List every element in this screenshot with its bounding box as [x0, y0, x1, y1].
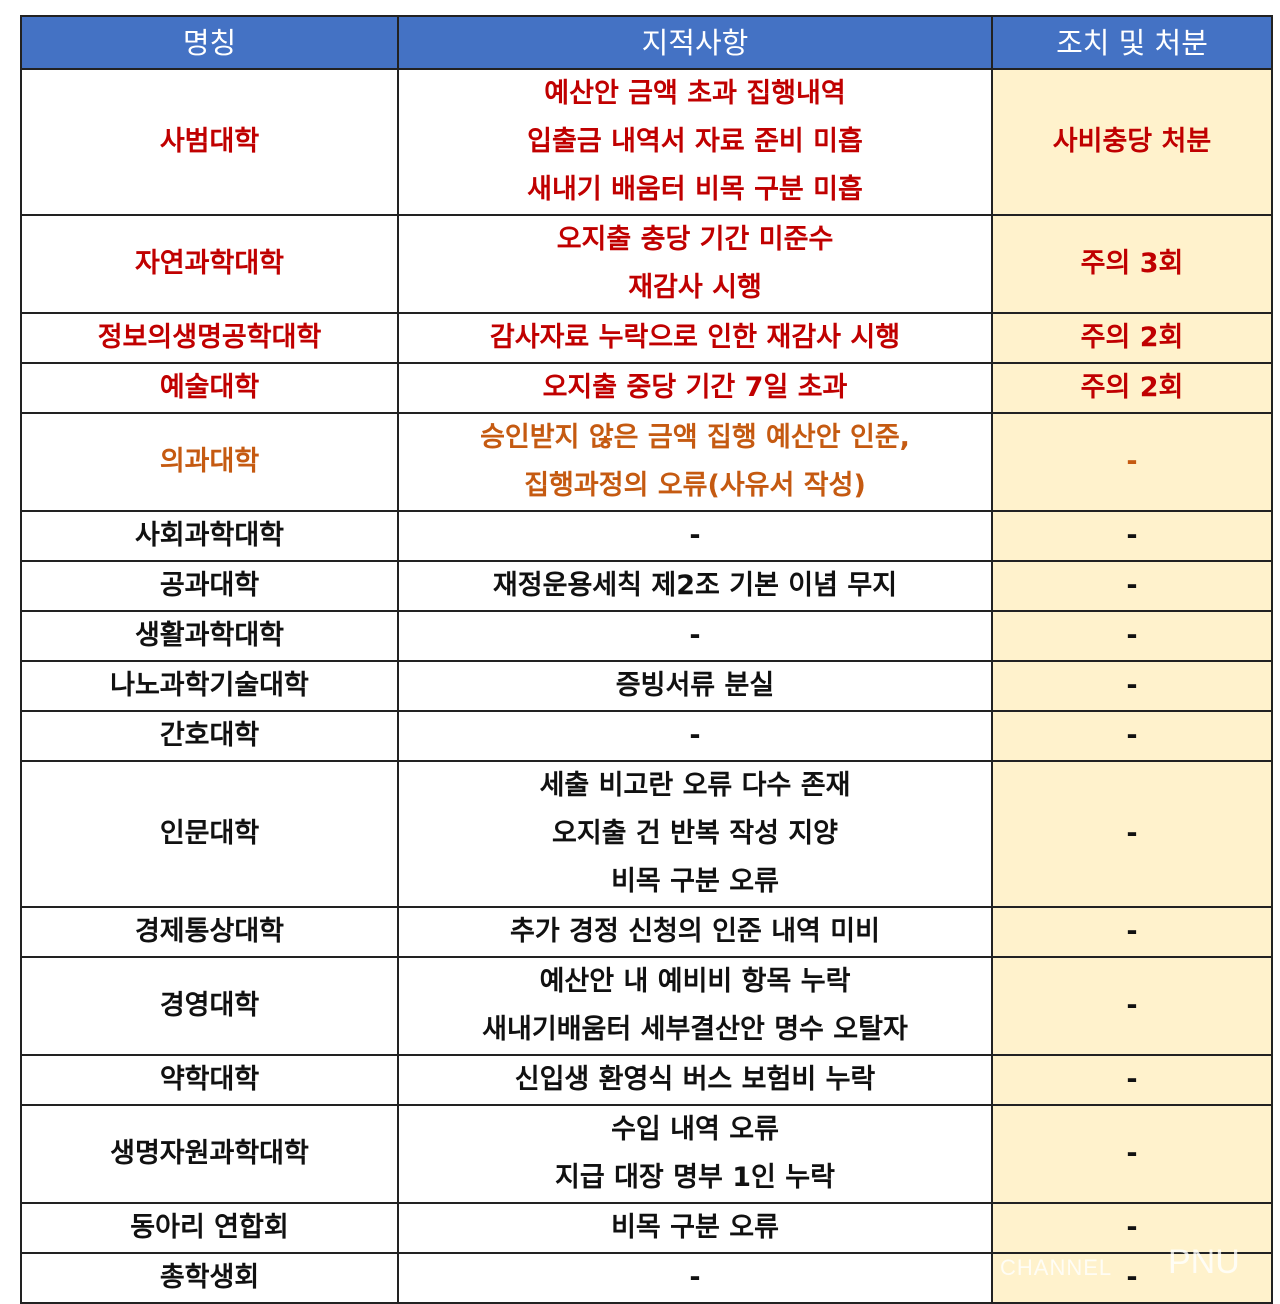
- issue-line: 지급 대장 명부 1인 누락: [555, 1162, 835, 1193]
- issue-line: 오지출 충당 기간 미준수: [556, 224, 834, 255]
- row-name: 약학대학: [20, 1054, 399, 1106]
- table-row: 공과대학 재정운용세칙 제2조 기본 이념 무지 -: [20, 560, 1273, 612]
- issue-line: -: [689, 720, 701, 751]
- row-name: 사범대학: [20, 68, 399, 216]
- issue-line: 새내기배움터 세부결산안 명수 오탈자: [482, 1014, 908, 1045]
- table-row: 간호대학 - -: [20, 710, 1273, 762]
- row-issues: -: [397, 710, 993, 762]
- issue-line: 비목 구분 오류: [611, 1212, 779, 1243]
- row-issues: 승인받지 않은 금액 집행 예산안 인준, 집행과정의 오류(사유서 작성): [397, 412, 993, 512]
- row-name: 나노과학기술대학: [20, 660, 399, 712]
- row-issues: 증빙서류 분실: [397, 660, 993, 712]
- table-row: 사범대학 예산안 금액 초과 집행내역 입출금 내역서 자료 준비 미흡 새내기 배움…: [20, 68, 1273, 216]
- row-name: 생활과학대학: [20, 610, 399, 662]
- row-action: -: [991, 560, 1273, 612]
- row-issues: 오지출 중당 기간 7일 초과: [397, 362, 993, 414]
- issue-line: 예산안 금액 초과 집행내역: [544, 78, 846, 109]
- table-row: 의과대학 승인받지 않은 금액 집행 예산안 인준, 집행과정의 오류(사유서 작성…: [20, 412, 1273, 512]
- issue-line: 수입 내역 오류: [611, 1114, 779, 1145]
- table-row: 사회과학대학 - -: [20, 510, 1273, 562]
- row-action: -: [991, 760, 1273, 908]
- row-action: 주의 3회: [991, 214, 1273, 314]
- row-action: 주의 2회: [991, 362, 1273, 414]
- issue-line: 비목 구분 오류: [611, 866, 779, 897]
- table-row: 경영대학 예산안 내 예비비 항목 누락 새내기배움터 세부결산안 명수 오탈자 -: [20, 956, 1273, 1056]
- issue-line: 오지출 중당 기간 7일 초과: [542, 372, 848, 403]
- table-row: 경제통상대학 추가 경정 신청의 인준 내역 미비 -: [20, 906, 1273, 958]
- issue-line: 감사자료 누락으로 인한 재감사 시행: [489, 322, 901, 353]
- row-name: 경영대학: [20, 956, 399, 1056]
- row-action: 주의 2회: [991, 312, 1273, 364]
- row-name: 간호대학: [20, 710, 399, 762]
- row-issues: 비목 구분 오류: [397, 1202, 993, 1254]
- row-name: 경제통상대학: [20, 906, 399, 958]
- table-row: 인문대학 세출 비고란 오류 다수 존재 오지출 건 반복 작성 지양 비목 구분 오…: [20, 760, 1273, 908]
- table-row: 약학대학 신입생 환영식 버스 보험비 누락 -: [20, 1054, 1273, 1106]
- row-name: 공과대학: [20, 560, 399, 612]
- table-row: 생명자원과학대학 수입 내역 오류 지급 대장 명부 1인 누락 -: [20, 1104, 1273, 1204]
- row-action: -: [991, 956, 1273, 1056]
- issue-line: 집행과정의 오류(사유서 작성): [524, 470, 866, 501]
- row-action: -: [991, 510, 1273, 562]
- table-row: 예술대학 오지출 중당 기간 7일 초과 주의 2회: [20, 362, 1273, 414]
- issue-line: 증빙서류 분실: [615, 670, 775, 701]
- row-issues: -: [397, 510, 993, 562]
- row-action: 사비충당 처분: [991, 68, 1273, 216]
- row-name: 동아리 연합회: [20, 1202, 399, 1254]
- issue-line: 세출 비고란 오류 다수 존재: [539, 770, 851, 801]
- row-issues: 추가 경정 신청의 인준 내역 미비: [397, 906, 993, 958]
- table-row: 나노과학기술대학 증빙서류 분실 -: [20, 660, 1273, 712]
- row-name: 자연과학대학: [20, 214, 399, 314]
- issue-line: -: [689, 1262, 701, 1293]
- table-row: 생활과학대학 - -: [20, 610, 1273, 662]
- issue-line: -: [689, 620, 701, 651]
- row-name: 정보의생명공학대학: [20, 312, 399, 364]
- row-name: 인문대학: [20, 760, 399, 908]
- row-name: 예술대학: [20, 362, 399, 414]
- row-action: -: [991, 1104, 1273, 1204]
- table-row: 정보의생명공학대학 감사자료 누락으로 인한 재감사 시행 주의 2회: [20, 312, 1273, 364]
- row-name: 의과대학: [20, 412, 399, 512]
- row-issues: 감사자료 누락으로 인한 재감사 시행: [397, 312, 993, 364]
- row-action: -: [991, 610, 1273, 662]
- table-row: 자연과학대학 오지출 충당 기간 미준수 재감사 시행 주의 3회: [20, 214, 1273, 314]
- issue-line: -: [689, 520, 701, 551]
- watermark-logo-prefix: CHANNEL: [1000, 1255, 1113, 1280]
- audit-results-table: 명칭 지적사항 조치 및 처분 사범대학 예산안 금액 초과 집행내역 입출금 내역…: [20, 15, 1273, 1304]
- row-action: -: [991, 1202, 1273, 1254]
- issue-line: 재감사 시행: [628, 272, 762, 303]
- issue-line: 예산안 내 예비비 항목 누락: [539, 966, 851, 997]
- issue-line: 신입생 환영식 버스 보험비 누락: [514, 1064, 876, 1095]
- header-action: 조치 및 처분: [991, 15, 1273, 70]
- row-action: -: [991, 412, 1273, 512]
- header-issues: 지적사항: [397, 15, 993, 70]
- table-row: 동아리 연합회 비목 구분 오류 -: [20, 1202, 1273, 1254]
- row-action: -: [991, 710, 1273, 762]
- row-name: 사회과학대학: [20, 510, 399, 562]
- row-issues: 재정운용세칙 제2조 기본 이념 무지: [397, 560, 993, 612]
- issue-line: 오지출 건 반복 작성 지양: [552, 818, 838, 849]
- row-action: -: [991, 1054, 1273, 1106]
- issue-line: 승인받지 않은 금액 집행 예산안 인준,: [480, 422, 910, 453]
- issue-line: 입출금 내역서 자료 준비 미흡: [527, 126, 863, 157]
- header-name: 명칭: [20, 15, 399, 70]
- issue-line: 새내기 배움터 비목 구분 미흡: [527, 174, 863, 205]
- row-issues: 신입생 환영식 버스 보험비 누락: [397, 1054, 993, 1106]
- issue-line: 추가 경정 신청의 인준 내역 미비: [510, 916, 880, 947]
- row-action: -: [991, 906, 1273, 958]
- row-issues: -: [397, 1252, 993, 1304]
- row-action: -: [991, 660, 1273, 712]
- header-row: 명칭 지적사항 조치 및 처분: [20, 15, 1273, 70]
- row-name: 총학생회: [20, 1252, 399, 1304]
- watermark-logo-brand: PNU: [1168, 1243, 1240, 1281]
- issue-line: 재정운용세칙 제2조 기본 이념 무지: [492, 570, 898, 601]
- row-name: 생명자원과학대학: [20, 1104, 399, 1204]
- row-issues: -: [397, 610, 993, 662]
